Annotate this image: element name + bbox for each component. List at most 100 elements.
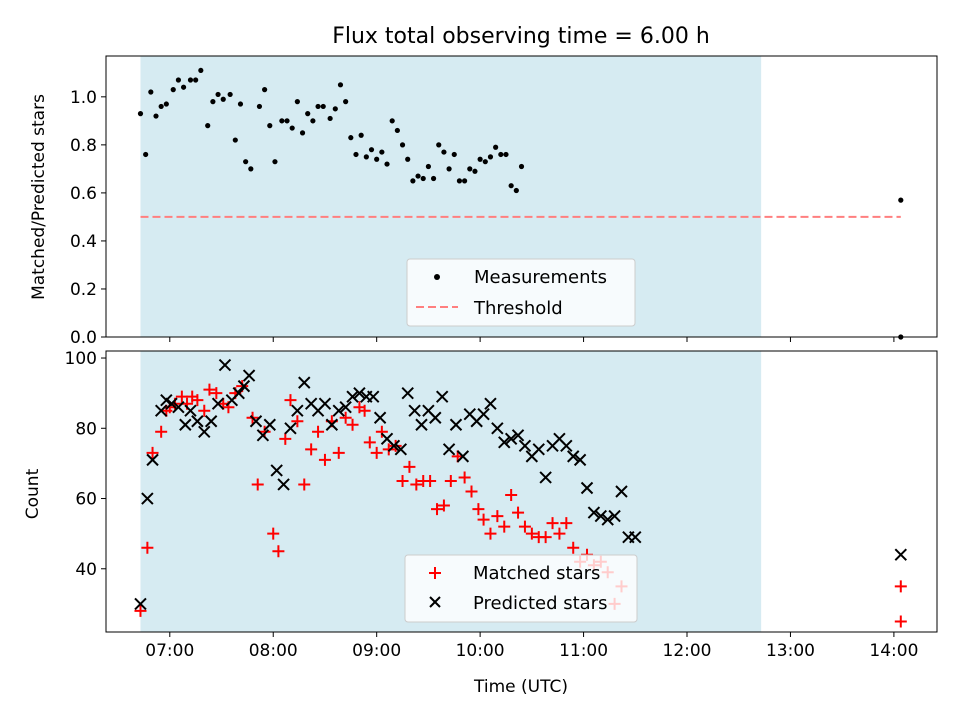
measurement-point bbox=[198, 67, 204, 74]
matched-star-point bbox=[251, 478, 264, 491]
predicted-star-point bbox=[284, 422, 297, 435]
predicted-star-point bbox=[615, 485, 628, 498]
measurement-point bbox=[451, 151, 457, 158]
matched-star-point bbox=[305, 443, 318, 456]
predicted-star-point bbox=[367, 390, 380, 403]
measurement-point bbox=[243, 159, 249, 165]
measurement-point bbox=[210, 99, 216, 105]
measurement-point bbox=[220, 96, 226, 102]
matched-stars-legend-label: Matched stars bbox=[473, 563, 600, 584]
matched-star-point bbox=[505, 489, 518, 502]
measurement-point bbox=[193, 77, 199, 83]
predicted-star-point bbox=[242, 369, 256, 382]
matched-star-point bbox=[382, 443, 395, 456]
predicted-stars-legend-marker bbox=[429, 596, 441, 608]
predicted-star-point bbox=[332, 404, 345, 417]
measurement-point bbox=[148, 89, 154, 95]
measurement-point bbox=[348, 135, 354, 141]
measurement-point bbox=[163, 101, 169, 107]
predicted-star-point bbox=[353, 386, 366, 400]
predicted-star-point bbox=[484, 397, 497, 410]
matched-star-point bbox=[567, 541, 580, 554]
matched-star-point bbox=[539, 531, 552, 544]
matched-star-point bbox=[339, 411, 352, 424]
x-tick-label: 10:00 bbox=[456, 641, 505, 661]
measurement-point bbox=[215, 91, 221, 98]
measurement-point bbox=[446, 166, 452, 172]
predicted-star-point bbox=[146, 453, 159, 467]
predicted-star-point bbox=[629, 530, 642, 544]
measurement-point bbox=[436, 142, 442, 148]
count-legend-box bbox=[404, 554, 638, 623]
measurement-point bbox=[405, 156, 411, 162]
measurement-point bbox=[420, 175, 426, 182]
matched-star-point bbox=[203, 383, 216, 396]
measurement-point bbox=[456, 178, 463, 184]
matched-star-point bbox=[370, 446, 383, 459]
measurement-point bbox=[343, 99, 349, 105]
predicted-star-point bbox=[263, 418, 276, 431]
measurement-point bbox=[374, 156, 380, 162]
measurement-point bbox=[493, 144, 499, 150]
predicted-star-point bbox=[560, 439, 573, 453]
predicted-star-point bbox=[291, 404, 304, 417]
predicted-star-point bbox=[298, 376, 311, 389]
measurement-point bbox=[143, 151, 149, 158]
ratio-panel-frame bbox=[105, 55, 938, 338]
predicted-star-point bbox=[573, 453, 587, 467]
measurement-point bbox=[315, 103, 321, 110]
measurement-point bbox=[518, 163, 525, 170]
measurements-legend-label: Measurements bbox=[474, 267, 607, 288]
matched-star-point bbox=[477, 513, 490, 526]
measurement-point bbox=[415, 173, 421, 179]
measurement-point bbox=[279, 118, 285, 124]
predicted-star-point bbox=[477, 408, 490, 421]
measurement-point bbox=[158, 103, 164, 110]
predicted-star-point bbox=[594, 509, 608, 523]
measurement-points bbox=[137, 67, 904, 340]
predicted-star-point bbox=[211, 397, 225, 410]
matched-star-point bbox=[284, 394, 297, 407]
measurement-point bbox=[513, 187, 519, 194]
matched-star-point bbox=[332, 446, 345, 459]
measurement-point bbox=[267, 123, 273, 129]
predicted-star-point bbox=[191, 415, 204, 428]
predicted-star-point bbox=[373, 411, 387, 424]
measurement-point bbox=[503, 151, 509, 158]
matched-star-point bbox=[375, 425, 388, 438]
predicted-star-point bbox=[218, 358, 232, 372]
matched-star-point bbox=[491, 510, 504, 523]
measurement-point bbox=[487, 154, 494, 160]
predicted-star-point bbox=[204, 415, 218, 428]
predicted-star-point bbox=[532, 443, 545, 456]
matched-star-point bbox=[272, 545, 285, 558]
predicted-star-point bbox=[601, 513, 614, 526]
predicted-star-point bbox=[608, 509, 621, 523]
matched-star-point bbox=[560, 517, 573, 530]
y-tick-label: 0.6 bbox=[70, 184, 97, 204]
predicted-star-point bbox=[518, 439, 532, 453]
predicted-star-point bbox=[179, 418, 192, 431]
matched-star-point bbox=[175, 390, 188, 403]
measurement-point bbox=[498, 151, 504, 158]
matched-star-point bbox=[444, 474, 457, 487]
measurement-point bbox=[284, 118, 290, 124]
y-tick-label: 0.2 bbox=[70, 280, 97, 300]
predicted-stars-legend-label: Predicted stars bbox=[473, 593, 607, 614]
x-tick-label: 11:00 bbox=[559, 641, 608, 661]
matched-star-point bbox=[298, 478, 311, 491]
matched-star-point bbox=[267, 527, 280, 540]
ratio-ticks: 0.0 0.2 0.4 0.6 0.8 1.0 bbox=[70, 88, 895, 348]
y-tick-label: 1.0 bbox=[70, 88, 97, 108]
measurement-point bbox=[262, 87, 268, 93]
x-tick-label: 14:00 bbox=[869, 641, 918, 661]
predicted-star-point bbox=[277, 478, 290, 491]
predicted-star-point bbox=[539, 471, 552, 484]
predicted-star-point bbox=[408, 404, 421, 417]
matched-star-point bbox=[553, 527, 566, 540]
x-tick-label: 08:00 bbox=[249, 641, 298, 661]
matched-star-point bbox=[198, 404, 211, 417]
measurement-point bbox=[205, 123, 211, 129]
predicted-star-point bbox=[511, 429, 525, 442]
measurement-point bbox=[337, 82, 344, 88]
